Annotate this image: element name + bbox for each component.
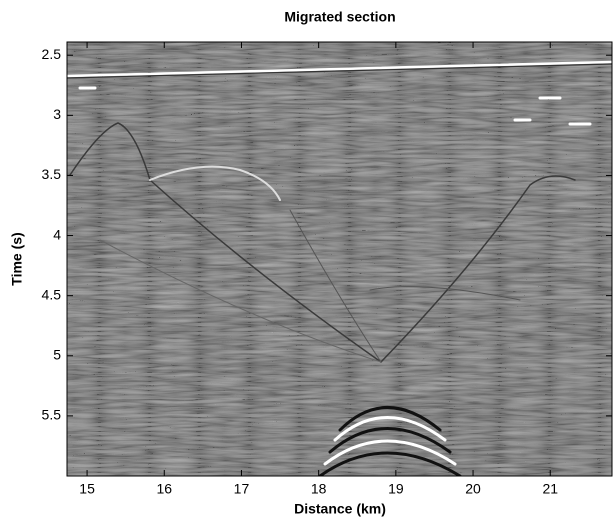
y-tick-label: 3 xyxy=(53,106,61,122)
x-tick-label: 18 xyxy=(311,481,327,497)
x-tick-label: 17 xyxy=(234,481,250,497)
y-tick-label: 4 xyxy=(53,226,61,242)
x-axis-label: Distance (km) xyxy=(294,501,386,517)
y-tick-label: 5 xyxy=(53,346,61,362)
x-tick-label: 21 xyxy=(542,481,558,497)
x-tick-label: 16 xyxy=(156,481,172,497)
y-tick-label: 2.5 xyxy=(42,46,62,62)
y-tick-label: 4.5 xyxy=(42,286,62,302)
chart-title: Migrated section xyxy=(284,9,395,25)
plot-frame xyxy=(66,41,613,477)
y-tick-label: 3.5 xyxy=(42,166,62,182)
seismic-image xyxy=(67,42,612,476)
x-tick-label: 15 xyxy=(79,481,95,497)
x-tick-label: 19 xyxy=(388,481,404,497)
y-axis-label: Time (s) xyxy=(9,232,25,285)
y-tick-label: 5.5 xyxy=(42,407,62,423)
x-tick-label: 20 xyxy=(465,481,481,497)
